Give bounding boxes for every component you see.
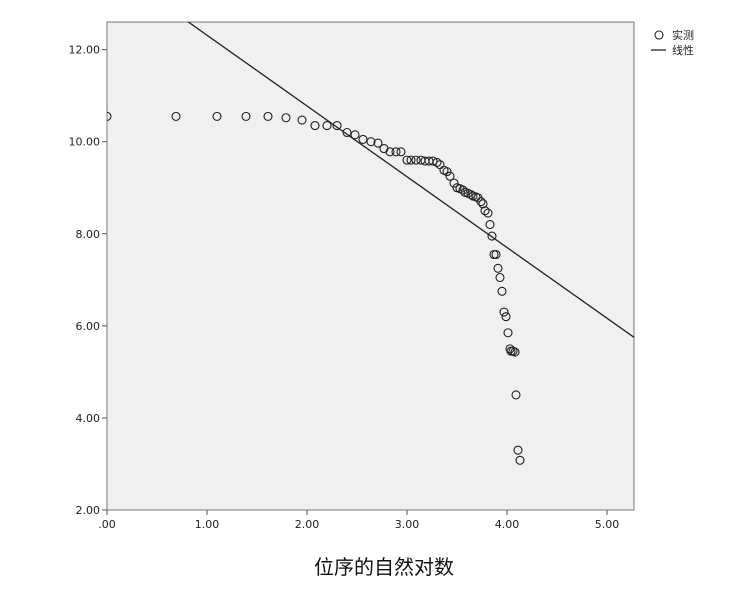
data-point	[406, 155, 416, 165]
x-tick-label: 3.00	[395, 518, 420, 531]
data-point	[385, 147, 395, 157]
data-point	[445, 171, 455, 181]
x-axis-label: 位序的自然对数	[314, 555, 454, 579]
y-tick-label: 12.00	[69, 44, 101, 57]
data-point	[332, 121, 342, 131]
data-point	[480, 206, 490, 216]
data-point	[513, 445, 523, 455]
data-point	[515, 455, 525, 465]
data-point	[428, 156, 438, 166]
data-point	[501, 312, 511, 322]
data-point	[499, 307, 509, 317]
data-point	[411, 155, 421, 165]
data-point	[432, 157, 442, 167]
data-point	[310, 121, 320, 131]
y-tick-label: 6.00	[76, 320, 101, 333]
data-point	[478, 199, 488, 209]
data-point	[297, 115, 307, 125]
data-point	[281, 113, 291, 123]
data-point	[495, 272, 505, 283]
data-point	[497, 286, 507, 296]
data-point	[491, 249, 501, 260]
y-tick-label: 2.00	[76, 504, 101, 517]
data-point	[350, 130, 360, 140]
x-tick-label: 2.00	[295, 518, 320, 531]
data-point	[483, 208, 493, 218]
data-point	[485, 220, 495, 230]
y-tick-label: 4.00	[76, 412, 101, 425]
data-point	[358, 134, 368, 144]
series-layer	[107, 22, 634, 465]
legend: 实测 线性	[651, 28, 694, 57]
data-point	[342, 127, 352, 138]
y-tick-label: 8.00	[76, 228, 101, 241]
data-point	[107, 111, 112, 121]
data-point	[396, 147, 406, 157]
x-tick-label: 1.00	[195, 518, 220, 531]
fitted-line	[187, 22, 634, 338]
legend-label-line: 线性	[672, 43, 694, 57]
data-point	[449, 178, 459, 188]
legend-marker-points	[654, 30, 664, 40]
data-point	[503, 328, 513, 338]
data-point	[373, 138, 383, 148]
data-point	[402, 155, 412, 165]
data-point	[263, 111, 273, 121]
data-point	[511, 390, 521, 400]
data-point	[476, 196, 486, 207]
x-tick-label: 5.00	[595, 518, 620, 531]
data-point	[493, 263, 503, 273]
data-point	[487, 231, 497, 241]
x-tick-label: .00	[98, 518, 116, 531]
axes: .00 1.00 2.00 3.00 4.00 5.00 2.00 4.00 6.00 8.00 1…	[69, 44, 620, 531]
data-point	[510, 347, 520, 357]
data-point	[442, 167, 452, 177]
data-point	[212, 111, 222, 121]
data-point	[171, 111, 181, 121]
y-tick-label: 10.00	[69, 136, 101, 149]
plot-area	[106, 21, 635, 511]
data-point	[241, 111, 251, 121]
legend-label-points: 实测	[672, 28, 694, 42]
x-tick-label: 4.00	[495, 518, 520, 531]
data-point	[322, 121, 332, 131]
data-point	[391, 147, 401, 157]
data-point	[458, 185, 468, 195]
data-point	[366, 137, 376, 147]
